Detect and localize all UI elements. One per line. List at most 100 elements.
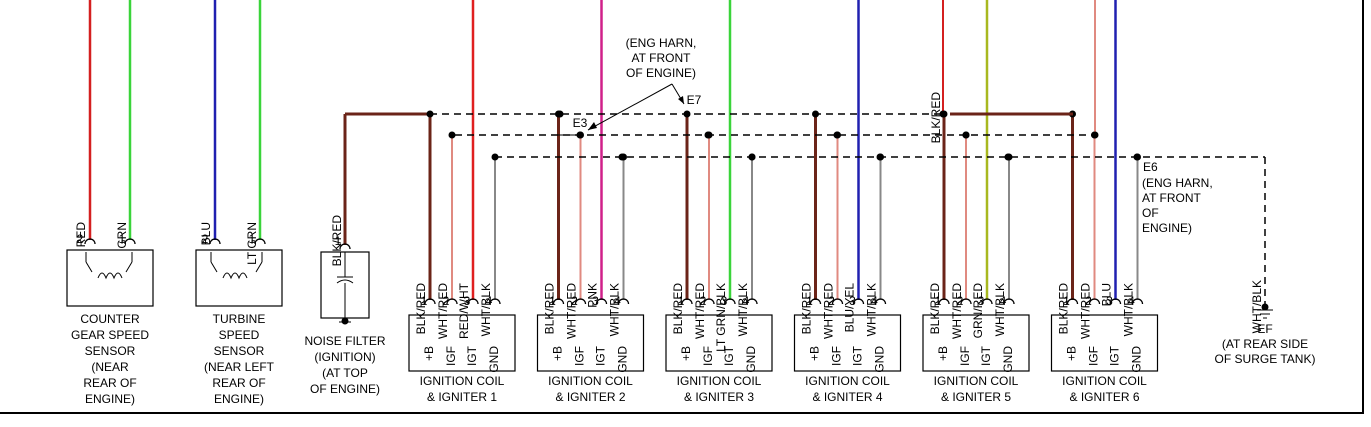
- coil-body: [408, 314, 516, 372]
- sensor-label: SENSOR: [85, 344, 136, 358]
- pin: [809, 298, 822, 305]
- coil-label: IGNITION COIL: [1062, 374, 1147, 388]
- terminal-label: IGF: [444, 346, 458, 366]
- sensor-label: SPEED: [219, 328, 260, 342]
- pin: [724, 298, 736, 305]
- coil-body: [922, 314, 1030, 372]
- pin: [617, 298, 630, 305]
- filter-label: NOISE FILTER: [304, 334, 385, 348]
- pin: [1003, 298, 1015, 305]
- terminal-label: GND: [487, 346, 501, 373]
- terminal-label: IGF: [1087, 346, 1101, 366]
- wire-label: BLU: [199, 222, 213, 245]
- pin: [1131, 298, 1144, 305]
- wire-label: WHT/RED: [436, 283, 450, 339]
- coil-label: & IGNITER 2: [555, 390, 625, 404]
- pin: [254, 238, 266, 245]
- pin: [339, 243, 351, 250]
- filter-label: (IGNITION): [314, 350, 375, 364]
- coil-body: [536, 314, 645, 372]
- pin-number: 4: [1128, 294, 1135, 308]
- sensor-body: [195, 249, 283, 307]
- sensor-label: GEAR SPEED: [71, 328, 149, 342]
- ground-note: OF SURGE TANK): [1215, 352, 1316, 366]
- wire-label: BLK/RED: [928, 283, 942, 335]
- coil-label: & IGNITER 4: [812, 390, 882, 404]
- sensor-label: COUNTER: [80, 312, 140, 326]
- pin-number: 2: [202, 232, 209, 246]
- connector-id: E3: [573, 116, 588, 130]
- ground-id: EF: [1257, 322, 1272, 336]
- connector-note: ENGINE): [1142, 221, 1192, 235]
- sensor-label: TURBINE: [213, 312, 266, 326]
- pin: [209, 238, 221, 245]
- wire-label: BLK/RED: [929, 92, 943, 144]
- terminal-label: IGF: [701, 346, 715, 366]
- terminal-label: +B: [679, 346, 693, 361]
- terminal-label: GND: [873, 346, 887, 373]
- filter-label: (AT TOP: [322, 366, 368, 380]
- pin: [852, 298, 865, 305]
- coil-label: IGNITION COIL: [805, 374, 890, 388]
- terminal-label: IGF: [573, 346, 587, 366]
- pin-number: 3: [978, 294, 985, 308]
- connector-note: OF: [1142, 206, 1159, 220]
- wire-label: WHT/RED: [565, 283, 579, 339]
- wire-label: LT GRN/BLK: [714, 283, 728, 352]
- wire-label: LT GRN: [245, 222, 259, 265]
- terminal-label: GND: [1130, 346, 1144, 373]
- wire-label: WHT/BLK: [1122, 283, 1136, 336]
- terminal-label: +B: [936, 346, 950, 361]
- ground-note: (AT REAR SIDE: [1222, 337, 1308, 351]
- wire-label: BLK/RED: [800, 283, 814, 335]
- pin-number: 1: [1063, 294, 1070, 308]
- wire-label: WHT/BLK: [1250, 280, 1264, 333]
- terminal-label: GND: [744, 346, 758, 373]
- terminal-label: IGT: [1108, 345, 1122, 366]
- pin-number: 1: [421, 294, 428, 308]
- pin: [489, 298, 501, 305]
- coil-body: [1050, 314, 1159, 372]
- junction: [1004, 153, 1012, 161]
- pin: [574, 298, 587, 305]
- filter-label: OF ENGINE): [310, 382, 380, 396]
- pin-number: 2: [700, 294, 707, 308]
- pin: [874, 298, 887, 305]
- wire-label: WHT/BLK: [993, 283, 1007, 336]
- capacitor: [336, 252, 354, 323]
- coil-label: & IGNITER 5: [941, 390, 1011, 404]
- connector-note: AT FRONT: [632, 51, 692, 65]
- sensor-body: [66, 249, 154, 307]
- pin: [1088, 298, 1101, 305]
- pin-number: 2: [571, 294, 578, 308]
- wire-label: RED/WHT: [457, 282, 471, 339]
- connector-id: E6: [1143, 160, 1158, 174]
- connector-note: AT FRONT: [1142, 191, 1202, 205]
- coil-symbol: [85, 252, 133, 280]
- pin: [960, 298, 972, 305]
- pin-number: 1: [119, 232, 126, 246]
- wire-label: RED: [74, 222, 88, 248]
- terminal-label: IGF: [958, 346, 972, 366]
- pin: [703, 298, 715, 305]
- terminal-label: IGT: [594, 345, 608, 366]
- pin: [446, 298, 458, 305]
- wire-label: GRN/RED: [971, 283, 985, 339]
- wire-label: BLK/RED: [1057, 283, 1071, 335]
- pin-number: 4: [871, 294, 878, 308]
- junction: [448, 131, 456, 139]
- sensor-label: SENSOR: [214, 344, 265, 358]
- sensor-label: ENGINE): [85, 392, 135, 406]
- pin-number: 3: [721, 294, 728, 308]
- coil-label: & IGNITER 1: [427, 390, 497, 404]
- coil-label: IGNITION COIL: [677, 374, 762, 388]
- wire-label: WHT/RED: [1079, 283, 1093, 339]
- wire-label: BLU: [1100, 283, 1114, 306]
- sensor-label: REAR OF: [212, 376, 265, 390]
- terminal-label: IGT: [851, 345, 865, 366]
- wire-label: WHT/BLK: [865, 283, 879, 336]
- pin-number: 2: [1085, 294, 1092, 308]
- pin: [467, 298, 479, 305]
- junction: [939, 110, 947, 118]
- sensor-label: REAR OF: [83, 376, 136, 390]
